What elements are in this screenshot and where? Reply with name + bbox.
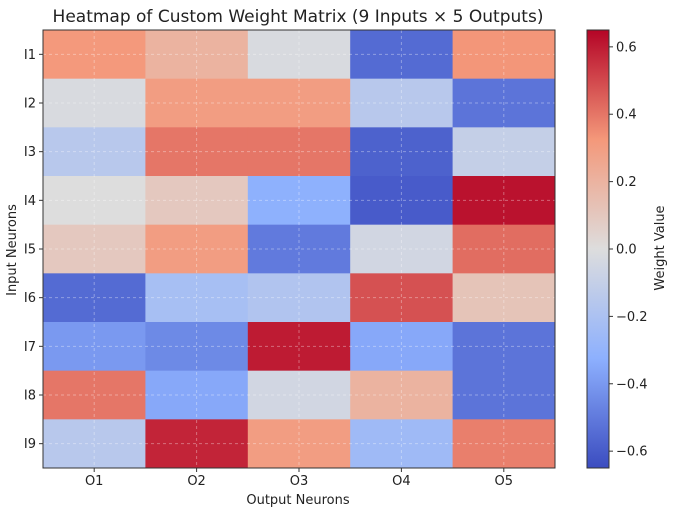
- heatmap-gridlines: [43, 30, 555, 468]
- colorbar-tick-label: −0.6: [616, 445, 648, 460]
- heatmap-cell-i6-o5: [452, 273, 556, 323]
- heatmap-cell-i1-o1: [43, 30, 146, 80]
- y-axis-ticks: I1 I2 I3 I4 I5 I6 I7 I8 I9: [24, 48, 43, 452]
- colorbar-tick-label: 0.0: [616, 243, 637, 258]
- heatmap-cell-i2-o1: [43, 78, 146, 128]
- y-tick-label: I7: [24, 340, 36, 355]
- heatmap-cell-i2-o2: [145, 78, 249, 128]
- x-axis-ticks: O1 O2 O3 O4 O5: [85, 468, 513, 489]
- y-tick-label: I2: [24, 97, 36, 112]
- heatmap-cell-i7-o3: [247, 322, 351, 372]
- heatmap-cell-i1-o2: [145, 30, 249, 80]
- heatmap-cell-i6-o2: [145, 273, 249, 323]
- heatmap-cell-i4-o5: [452, 176, 556, 226]
- heatmap-cell-i4-o3: [247, 176, 351, 226]
- heatmap-cells: [43, 30, 556, 469]
- heatmap-cell-i3-o2: [145, 127, 249, 177]
- heatmap-cell-i3-o1: [43, 127, 146, 177]
- x-tick-label: O5: [495, 474, 514, 489]
- colorbar-label: Weight Value: [653, 205, 668, 290]
- x-axis-label: Output Neurons: [246, 493, 350, 508]
- heatmap-cell-i1-o4: [350, 30, 454, 80]
- heatmap-cell-i7-o4: [350, 322, 454, 372]
- heatmap-cell-i3-o4: [350, 127, 454, 177]
- heatmap-cell-i1-o3: [247, 30, 351, 80]
- heatmap-cell-i2-o4: [350, 78, 454, 128]
- colorbar-tick-label: −0.4: [616, 377, 648, 392]
- colorbar-ticks: −0.6 −0.4 −0.2 0.0 0.2 0.4 0.6: [609, 40, 648, 460]
- heatmap-cell-i5-o2: [145, 224, 249, 274]
- y-tick-label: I4: [24, 194, 36, 209]
- colorbar: [586, 29, 610, 469]
- x-tick-label: O4: [392, 474, 411, 489]
- heatmap-cell-i9-o5: [452, 419, 556, 469]
- heatmap-cell-i4-o1: [43, 176, 146, 226]
- heatmap-cell-i7-o1: [43, 322, 146, 372]
- y-tick-label: I8: [24, 389, 36, 404]
- heatmap-cell-i9-o4: [350, 419, 454, 469]
- chart-title: Heatmap of Custom Weight Matrix (9 Input…: [53, 7, 544, 27]
- colorbar-tick-label: 0.4: [616, 108, 637, 123]
- heatmap-cell-i8-o2: [145, 370, 249, 420]
- heatmap-cell-i6-o4: [350, 273, 454, 323]
- heatmap-cell-i9-o3: [247, 419, 351, 469]
- heatmap-cell-i8-o4: [350, 370, 454, 420]
- heatmap-cell-i1-o5: [452, 30, 556, 80]
- heatmap-cell-i4-o4: [350, 176, 454, 226]
- heatmap-cell-i3-o5: [452, 127, 556, 177]
- heatmap-cell-i5-o3: [247, 224, 351, 274]
- heatmap-cell-i9-o2: [145, 419, 249, 469]
- heatmap-cell-i8-o5: [452, 370, 556, 420]
- heatmap-cell-i7-o2: [145, 322, 249, 372]
- y-axis-label: Input Neurons: [5, 204, 20, 296]
- y-tick-label: I1: [24, 48, 36, 63]
- heatmap-cell-i8-o3: [247, 370, 351, 420]
- heatmap-cell-i2-o3: [247, 78, 351, 128]
- colorbar-tick-label: 0.6: [616, 40, 637, 55]
- colorbar-tick-label: −0.2: [616, 310, 648, 325]
- heatmap-cell-i6-o1: [43, 273, 146, 323]
- y-tick-label: I5: [24, 243, 36, 258]
- x-tick-label: O1: [85, 474, 104, 489]
- heatmap-cell-i8-o1: [43, 370, 146, 420]
- colorbar-tick-label: 0.2: [616, 175, 637, 190]
- heatmap-cell-i5-o4: [350, 224, 454, 274]
- heatmap-cell-i5-o5: [452, 224, 556, 274]
- y-tick-label: I6: [24, 291, 36, 306]
- heatmap-cell-i7-o5: [452, 322, 556, 372]
- heatmap-cell-i9-o1: [43, 419, 146, 469]
- heatmap-cell-i2-o5: [452, 78, 556, 128]
- heatmap-cell-i5-o1: [43, 224, 146, 274]
- x-tick-label: O3: [290, 474, 309, 489]
- y-tick-label: I9: [24, 437, 36, 452]
- x-tick-label: O2: [187, 474, 206, 489]
- heatmap-cell-i3-o3: [247, 127, 351, 177]
- heatmap-cell-i6-o3: [247, 273, 351, 323]
- heatmap-cell-i4-o2: [145, 176, 249, 226]
- y-tick-label: I3: [24, 145, 36, 160]
